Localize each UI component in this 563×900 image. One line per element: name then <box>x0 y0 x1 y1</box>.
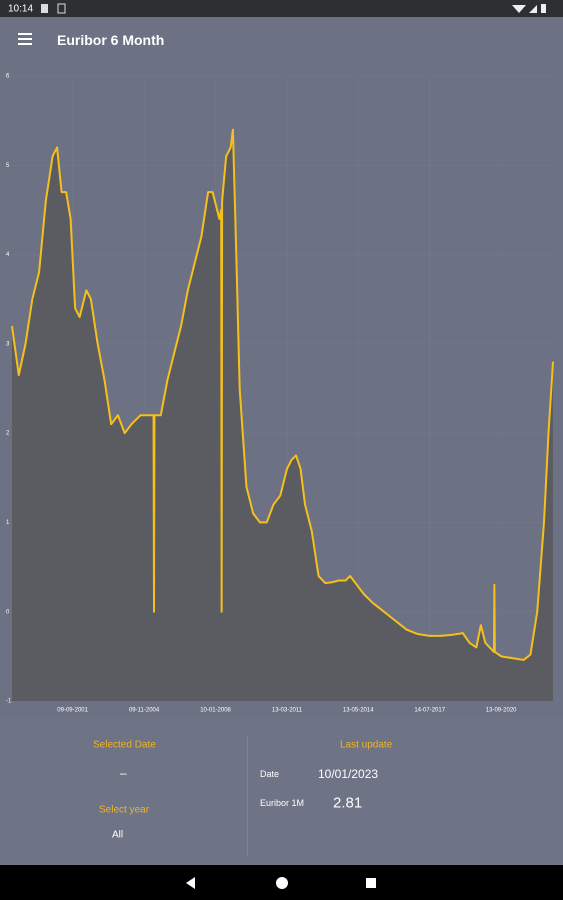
icon <box>41 4 48 13</box>
y-tick-label: 4 <box>6 252 10 258</box>
rate-value: 2.81 <box>333 794 363 812</box>
y-tick-label: 3 <box>6 341 10 347</box>
divider <box>247 736 248 856</box>
select-year-label: Select year <box>99 804 150 816</box>
y-tick-label: 6 <box>6 74 10 80</box>
x-tick-label: 10-01-2008 <box>200 708 231 714</box>
date-label: Date <box>260 769 280 779</box>
date-value: 10/01/2023 <box>318 767 379 781</box>
menu-button[interactable] <box>17 30 37 50</box>
x-tick-label: 13-05-2014 <box>343 708 374 714</box>
back-button[interactable] <box>186 877 195 889</box>
app-bar: Euribor 6 Month <box>0 17 563 63</box>
icon <box>57 3 66 14</box>
y-tick-label: 1 <box>6 520 10 526</box>
last-update-label: Last update <box>340 739 393 751</box>
rate-label: Euribor 1M <box>260 798 305 808</box>
area <box>12 129 553 702</box>
x-tick-label: 09-11-2004 <box>129 708 160 714</box>
info-panel: Selected Date – Select year All Last upd… <box>0 718 563 865</box>
wifi-icon <box>512 5 526 13</box>
status-bar: 10:14 <box>0 0 563 17</box>
selected-date-value: – <box>120 766 127 780</box>
line <box>11 128 554 661</box>
status-icons <box>41 3 546 14</box>
x-tick-label: 09-09-2001 <box>57 708 88 714</box>
chart: -1 0 1 2 3 4 5 6 09-09-2001 09-11-2004 10-01-2008 1… <box>6 74 554 714</box>
signal-icon <box>529 5 537 13</box>
nav-bar <box>0 865 563 900</box>
status-time: 10:14 <box>8 3 34 15</box>
x-tick-label: 14-07-2017 <box>414 708 445 714</box>
recents-button[interactable] <box>366 878 376 888</box>
select-year-value[interactable]: All <box>112 829 124 841</box>
home-button[interactable] <box>276 877 288 889</box>
app-title: Euribor 6 Month <box>57 32 165 48</box>
y-tick-label: 2 <box>6 431 10 437</box>
selected-date-label: Selected Date <box>93 739 156 751</box>
y-tick-label: -1 <box>6 699 12 705</box>
y-tick-label: 5 <box>6 163 10 169</box>
x-tick-label: 13-03-2011 <box>272 708 303 714</box>
y-tick-label: 0 <box>6 609 10 615</box>
battery-icon <box>541 4 546 13</box>
x-tick-label: 13-09-2020 <box>486 708 517 714</box>
